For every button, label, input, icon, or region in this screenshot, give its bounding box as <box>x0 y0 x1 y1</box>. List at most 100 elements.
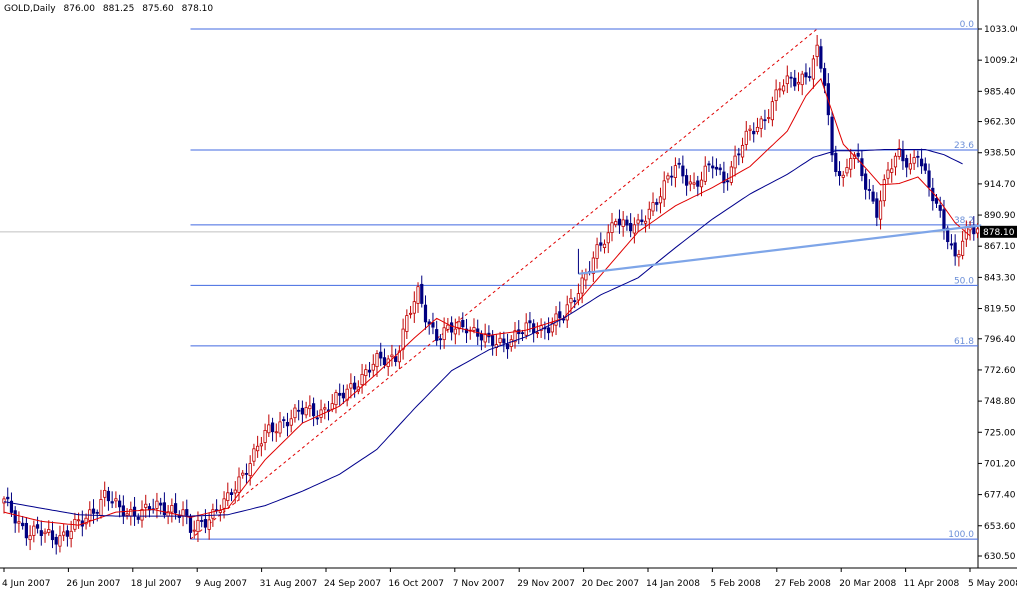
price-tick-label: 890.90 <box>984 211 1016 221</box>
candle-body <box>502 338 506 344</box>
candle-body <box>103 489 107 498</box>
candle-body <box>375 353 379 368</box>
candle-body <box>390 354 394 358</box>
price-tick-label: 653.60 <box>984 522 1016 532</box>
candle-body <box>244 473 249 475</box>
candle-body <box>528 320 532 324</box>
candle-body <box>823 68 827 86</box>
candle-body <box>535 332 539 335</box>
candle-body <box>334 392 338 406</box>
candle-body <box>763 119 767 122</box>
candle-body <box>666 175 670 180</box>
candle-body <box>774 89 778 101</box>
candle-body <box>196 519 200 533</box>
price-tick-label: 962.30 <box>984 118 1016 128</box>
time-tick-label: 26 Jun 2007 <box>66 579 120 589</box>
candle-body <box>479 333 484 341</box>
candle-body <box>13 510 17 524</box>
candle-body <box>449 322 454 333</box>
current-price-tag <box>980 225 1017 238</box>
candle-body <box>315 417 319 420</box>
candle-body <box>509 339 513 347</box>
support-trendline <box>578 224 982 275</box>
candle-body <box>845 167 849 174</box>
candle-body <box>923 163 927 171</box>
candle-body <box>420 283 424 304</box>
candle-body <box>435 329 439 341</box>
candle-body <box>43 531 47 535</box>
candle-body <box>125 513 129 516</box>
candle-body <box>908 163 912 170</box>
price-tick-label: 748.80 <box>984 397 1016 407</box>
time-tick-label: 4 Jun 2007 <box>2 579 50 589</box>
candle-body <box>946 227 950 243</box>
candle-body <box>461 319 465 328</box>
candle-body <box>99 499 103 516</box>
candle-body <box>886 169 890 179</box>
candle-body <box>860 158 864 177</box>
price-tick-label: 985.40 <box>984 87 1016 97</box>
candle-body <box>252 448 256 462</box>
candle-body <box>696 180 700 187</box>
candle-body <box>897 148 901 157</box>
candle-body <box>808 76 812 78</box>
candle-body <box>781 85 786 92</box>
candle-body <box>617 218 622 226</box>
candle-body <box>793 77 797 87</box>
price-tick-label: 796.40 <box>984 335 1016 345</box>
candle-body <box>707 163 711 166</box>
candle-body <box>77 519 81 522</box>
candle-body <box>233 489 237 494</box>
fib-swing-line <box>190 28 818 540</box>
candle-body <box>367 369 372 373</box>
candle-body <box>841 174 845 178</box>
candle-body <box>718 167 722 171</box>
candle-body <box>819 46 823 69</box>
candle-body <box>957 254 961 258</box>
candle-body <box>934 198 939 204</box>
time-tick-label: 5 Feb 2008 <box>710 579 761 589</box>
candle-body <box>132 506 137 517</box>
candle-body <box>513 330 517 343</box>
candle-body <box>218 510 222 513</box>
candle-body <box>975 228 980 234</box>
price-tick-label: 1033.00 <box>984 25 1017 35</box>
candle-body <box>129 508 133 517</box>
candle-body <box>573 300 577 303</box>
candle-body <box>755 126 760 133</box>
candle-body <box>498 337 502 343</box>
current-price-label: 878.10 <box>983 228 1015 238</box>
candle-body <box>6 496 10 500</box>
candle-body <box>912 157 916 164</box>
candle-body <box>297 409 301 412</box>
candle-body <box>155 500 159 509</box>
candle-body <box>681 165 685 177</box>
candle-body <box>688 181 692 185</box>
candle-body <box>931 187 935 202</box>
candle-body <box>304 407 308 416</box>
candle-body <box>770 101 774 121</box>
candle-body <box>353 382 357 390</box>
candle-body <box>401 328 405 350</box>
candle-body <box>733 155 737 169</box>
price-tick-label: 701.20 <box>984 459 1016 469</box>
price-tick-label: 819.50 <box>984 305 1016 315</box>
price-tick-label: 1009.20 <box>984 56 1017 66</box>
candle-body <box>416 286 420 304</box>
candle-body <box>200 520 204 522</box>
candle-body <box>711 165 715 169</box>
candle-body <box>524 322 528 336</box>
candle-body <box>520 332 525 335</box>
candle-body <box>159 502 163 506</box>
candle-body <box>849 158 853 170</box>
price-tick-label: 867.10 <box>984 242 1016 252</box>
candle-body <box>408 312 413 315</box>
candle-body <box>464 328 469 334</box>
close-value: 878.10 <box>181 4 214 14</box>
candle-body <box>916 155 920 158</box>
candle-body <box>341 392 346 399</box>
price-tick-label: 677.40 <box>984 491 1016 501</box>
candle-body <box>405 315 409 332</box>
